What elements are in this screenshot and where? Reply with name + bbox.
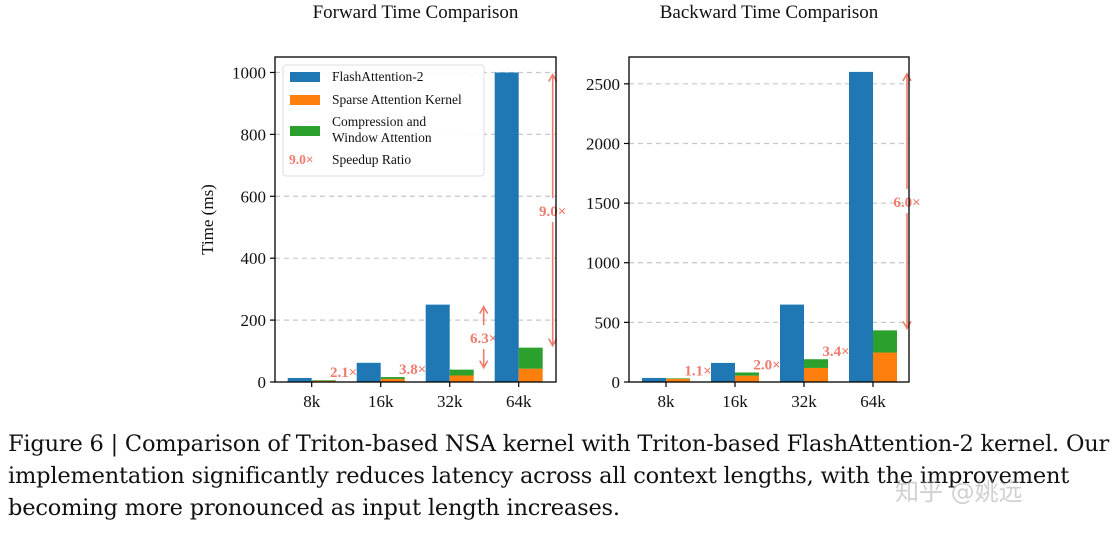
legend: FlashAttention-2 Sparse Attention Kernel C… [282,64,485,177]
legend-label-sparse: Sparse Attention Kernel [332,92,462,107]
bar-sparse-64k [873,352,897,382]
chart-title: Backward Time Comparison [660,2,879,23]
bar-flashattention-32k [425,304,450,382]
bar-compression-16k [735,372,759,376]
speedup-label-64k: 6.0× [893,195,920,211]
x-tick-label: 64k [506,392,532,411]
y-tick-label: 0 [258,373,267,392]
legend-label-compression: Compression and [332,114,426,129]
bar-sparse-16k [380,378,405,382]
legend-speedup-sample: 9.0× [289,152,314,167]
bar-compression-32k [449,369,474,376]
speedup-label-8k: 2.1× [330,365,357,381]
x-tick-label: 64k [860,392,886,411]
bar-flashattention-8k [642,377,666,382]
figure: Forward Time Comparison 0 200 400 600 800 1000… [198,2,921,411]
bar-flashattention-32k [780,304,804,382]
bar-compression-16k [380,377,405,379]
bar-sparse-8k [666,378,690,382]
y-tick-label: 500 [595,313,621,332]
speedup-arrow [548,72,558,348]
bar-sparse-32k [804,367,828,382]
bar-flashattention-8k [287,377,312,382]
speedup-label-32k: 3.4× [822,344,849,360]
plot-frame [274,56,557,383]
speedup-arrow [902,72,912,330]
bar-flashattention-16k [356,362,381,382]
bar-compression-64k [518,347,543,369]
plot-frame [628,56,910,383]
bar-compression-64k [873,330,897,353]
x-tick-label: 32k [437,392,463,411]
y-tick-label: 2500 [586,75,620,94]
legend-box [282,64,485,177]
bar-sparse-64k [518,368,543,382]
bar-sparse-16k [735,375,759,382]
speedup-arrow [479,305,489,370]
y-tick-label: 1000 [232,63,266,82]
chart-panel-0: Forward Time Comparison 0 200 400 600 800 1000… [198,2,566,411]
bar-compression-8k [666,378,690,379]
x-tick-label: 32k [791,392,817,411]
y-tick-label: 600 [241,187,267,206]
y-tick-label: 400 [241,249,267,268]
bar-compression-32k [804,359,828,368]
x-tick-label: 8k [303,392,321,411]
legend-swatch-sparse [290,95,320,105]
x-tick-label: 16k [368,392,394,411]
figure-caption: Figure 6 | Comparison of Triton-based NS… [8,431,1110,521]
x-tick-label: 16k [722,392,748,411]
legend-label-window: Window Attention [332,130,432,145]
chart-title: Forward Time Comparison [313,2,519,23]
bar-compression-8k [311,380,336,381]
speedup-label-8k: 1.1× [684,363,711,379]
speedup-label-64k: 9.0× [539,204,566,220]
y-tick-label: 0 [612,373,621,392]
bar-flashattention-64k [494,72,519,382]
bar-sparse-32k [449,375,474,382]
y-tick-label: 1000 [586,254,620,273]
bar-flashattention-16k [711,362,735,382]
speedup-label-16k: 2.0× [753,357,780,373]
y-tick-label: 1500 [586,194,620,213]
legend-label-speedup: Speedup Ratio [332,152,411,167]
y-tick-label: 200 [241,311,267,330]
speedup-label-16k: 3.8× [399,362,426,378]
legend-label-flashattention: FlashAttention-2 [332,69,424,84]
legend-swatch-flashattention [290,72,320,82]
y-tick-label: 2000 [586,134,620,153]
x-tick-label: 8k [658,392,676,411]
bar-flashattention-64k [849,71,873,382]
legend-swatch-compression [290,126,320,136]
watermark: 知乎 @姚远 [895,478,1023,506]
y-tick-label: 800 [241,125,267,144]
chart-panel-1: Backward Time Comparison 0 500 1000 1500 2000… [586,2,921,411]
speedup-label-32k: 6.3× [470,331,497,347]
y-axis-label: Time (ms) [198,184,217,255]
